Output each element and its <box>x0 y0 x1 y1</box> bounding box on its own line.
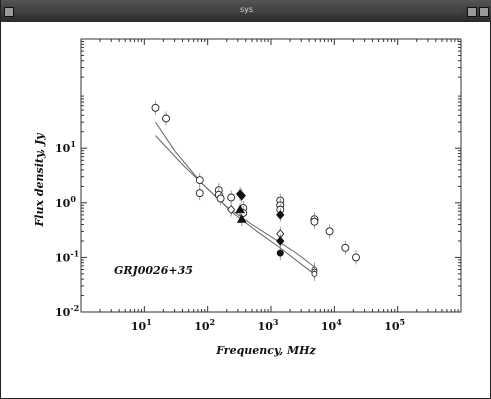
y-tick-label: 10-1 <box>55 248 79 264</box>
data-point-circle <box>151 103 160 112</box>
minimize-button[interactable] <box>467 7 477 17</box>
data-point-diamond-filled <box>237 190 246 201</box>
x-tick-label: 101 <box>131 317 152 333</box>
data-point-circle <box>325 227 334 236</box>
window-title: sys <box>239 5 254 14</box>
data-point-diamond-open <box>227 204 236 215</box>
x-tick-exponent: 3 <box>273 317 279 327</box>
data-points <box>151 100 360 281</box>
data-point-triangle-filled <box>236 214 247 223</box>
data-point-diamond-filled <box>276 210 285 220</box>
fit-curve-1 <box>155 121 316 268</box>
x-tick-label: 104 <box>321 317 342 333</box>
data-point-triangle-filled <box>235 204 245 214</box>
data-point-circle <box>195 176 204 185</box>
y-tick-label: 101 <box>55 139 76 155</box>
x-tick-label: 105 <box>384 317 405 333</box>
y-tick-label: 10-2 <box>55 303 79 319</box>
x-tick-exponent: 4 <box>336 317 342 327</box>
data-point-circle <box>352 253 360 262</box>
data-point-circle-small <box>311 270 318 277</box>
y-axis-label: Flux density, Jy <box>33 132 46 228</box>
data-point-circle <box>162 114 170 123</box>
y-tick-label: 100 <box>55 194 76 210</box>
x-tick-exponent: 2 <box>210 317 216 327</box>
y-tick-exponent: 0 <box>70 194 76 204</box>
source-annotation: GRJ0026+35 <box>114 264 193 277</box>
x-tick-label: 102 <box>194 317 215 333</box>
y-tick-exponent: 1 <box>70 139 76 149</box>
fit-curves <box>155 121 316 276</box>
data-point-diamond-filled <box>276 236 285 246</box>
window-menu-button[interactable] <box>4 7 14 17</box>
data-point-circle <box>341 243 350 252</box>
data-point-circle <box>216 194 225 203</box>
data-point-circle <box>227 193 236 202</box>
y-tick-exponent: -1 <box>70 248 79 258</box>
data-point-circle <box>310 217 319 226</box>
title-bar-stripe <box>17 9 462 13</box>
close-button[interactable] <box>479 7 489 17</box>
x-tick-exponent: 1 <box>146 317 152 327</box>
x-tick-label: 103 <box>258 317 279 333</box>
x-axis-label: Frequency, MHz <box>215 344 316 357</box>
data-point-circle <box>195 189 204 198</box>
title-bar[interactable]: sys <box>1 0 491 22</box>
data-point-circle-filled <box>276 249 284 257</box>
x-tick-exponent: 5 <box>400 317 406 327</box>
y-tick-exponent: -2 <box>70 303 79 313</box>
